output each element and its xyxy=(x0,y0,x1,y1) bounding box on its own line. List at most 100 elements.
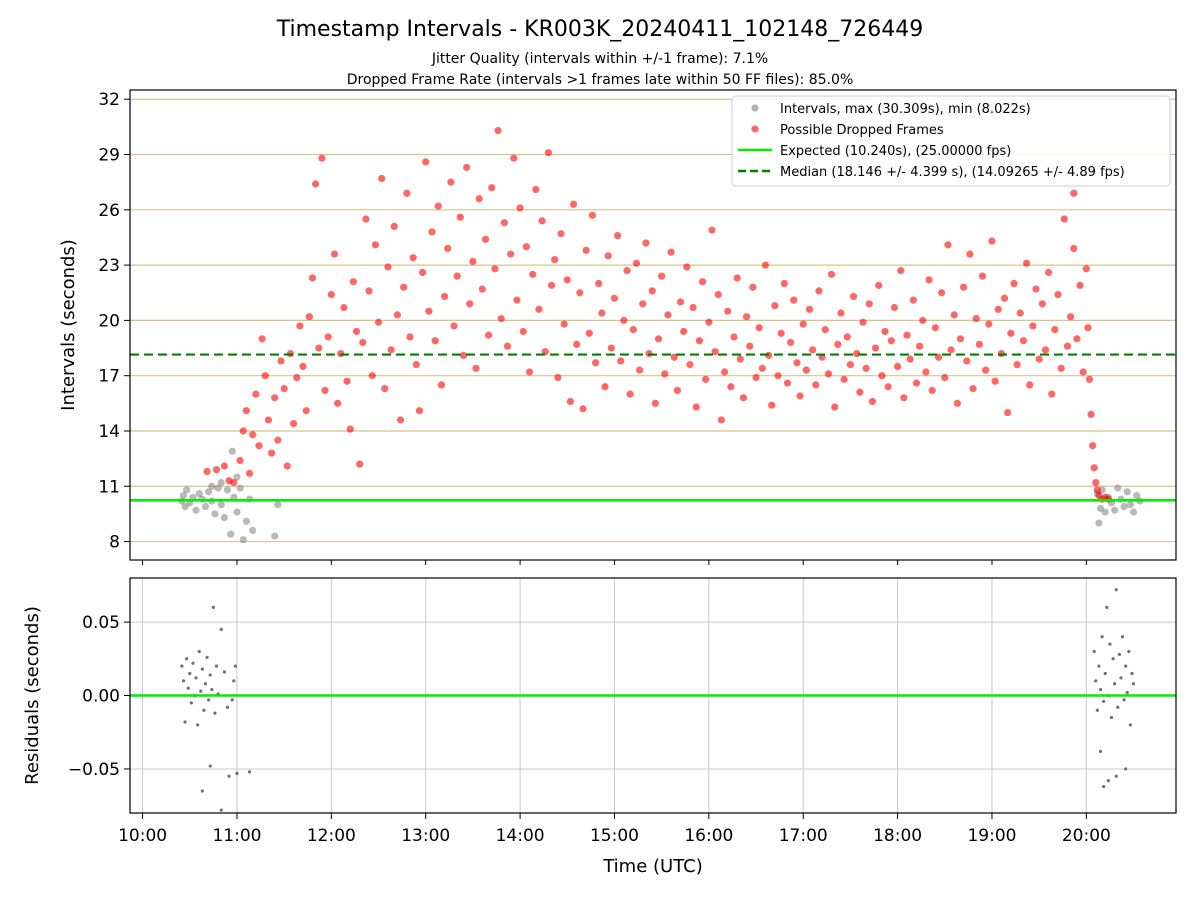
dropped-frame-point xyxy=(289,420,298,428)
dropped-frame-point xyxy=(938,289,946,297)
dropped-frame-point xyxy=(434,202,442,210)
dropped-frame-point xyxy=(274,436,282,444)
dropped-frame-point xyxy=(856,388,864,396)
dropped-frame-point xyxy=(418,268,427,277)
dropped-frame-point xyxy=(661,370,669,378)
dropped-frame-point xyxy=(566,397,575,406)
residual-point xyxy=(1116,705,1120,709)
x-tick-label: 14:00 xyxy=(496,826,545,846)
dropped-frame-point xyxy=(579,405,587,413)
residual-point xyxy=(1098,688,1103,692)
dropped-frame-point xyxy=(230,478,238,487)
dropped-frame-point xyxy=(330,250,339,258)
y-tick-label: 11 xyxy=(98,477,120,497)
interval-point xyxy=(217,478,225,487)
dropped-frame-point xyxy=(925,276,933,284)
y-axis-label-intervals: Intervals (seconds) xyxy=(58,239,79,411)
dropped-frame-point xyxy=(840,375,848,383)
dropped-frame-point xyxy=(821,326,829,334)
dropped-frame-point xyxy=(991,377,999,385)
dropped-frame-point xyxy=(988,237,996,245)
residual-point xyxy=(1131,682,1136,686)
dropped-frame-point xyxy=(463,163,471,172)
dropped-frame-point xyxy=(950,311,958,319)
dropped-frame-point xyxy=(755,324,763,332)
dropped-frame-point xyxy=(554,373,562,382)
dropped-frame-point xyxy=(519,327,527,336)
dropped-frame-point xyxy=(1082,265,1090,273)
dropped-frame-point xyxy=(516,204,524,212)
y-tick-label: 32 xyxy=(98,90,120,110)
x-tick-label: 11:00 xyxy=(212,826,261,846)
dropped-frame-point xyxy=(667,248,675,256)
dropped-frame-point xyxy=(252,390,260,398)
dropped-frame-point xyxy=(478,285,486,293)
dropped-frame-point xyxy=(919,316,927,324)
residual-point xyxy=(1130,671,1134,676)
dropped-frame-point xyxy=(777,329,785,337)
dropped-frame-point xyxy=(972,314,980,323)
dropped-frame-point xyxy=(793,359,801,367)
dropped-frame-point xyxy=(359,338,367,347)
dropped-frame-point xyxy=(796,392,804,400)
dropped-frame-point xyxy=(963,357,971,365)
x-tick-label: 13:00 xyxy=(401,826,450,846)
dropped-frame-point xyxy=(620,316,628,324)
dropped-frame-point xyxy=(733,274,741,282)
y-tick-label: 8 xyxy=(109,533,120,553)
dropped-frame-point xyxy=(415,407,424,415)
dropped-frame-point xyxy=(676,298,685,306)
dropped-frame-point xyxy=(403,189,411,197)
dropped-frame-point xyxy=(494,126,502,135)
x-tick-label: 15:00 xyxy=(590,826,639,846)
interval-point xyxy=(228,447,236,455)
dropped-frame-point xyxy=(714,290,722,299)
dropped-frame-point xyxy=(585,329,593,337)
residual-point xyxy=(214,664,219,668)
dropped-frame-point xyxy=(472,364,480,372)
dropped-frame-point xyxy=(469,257,477,266)
y-axis-label-residuals: Residuals (seconds) xyxy=(22,606,43,785)
dropped-frame-point xyxy=(560,320,568,328)
dropped-frame-point xyxy=(632,259,641,267)
dropped-frame-point xyxy=(1060,215,1068,223)
dropped-frame-point xyxy=(1090,464,1098,472)
residual-point xyxy=(235,771,239,775)
dropped-frame-point xyxy=(1057,364,1065,372)
dropped-frame-point xyxy=(614,232,622,240)
dropped-frame-point xyxy=(780,279,788,288)
dropped-frame-point xyxy=(834,340,842,348)
residual-point xyxy=(232,679,236,683)
dropped-frame-point xyxy=(846,361,855,369)
interval-point xyxy=(192,506,200,514)
dropped-frame-point xyxy=(456,213,464,221)
dropped-frame-point xyxy=(761,261,770,269)
residual-point xyxy=(219,627,223,632)
residual-point xyxy=(211,605,215,609)
dropped-frame-point xyxy=(1070,244,1078,253)
residual-point xyxy=(1113,682,1117,686)
dropped-frame-point xyxy=(387,346,395,354)
residual-point xyxy=(1114,588,1118,592)
dropped-frame-point xyxy=(510,154,518,162)
dropped-frame-point xyxy=(1067,313,1075,321)
dropped-frame-point xyxy=(1029,322,1037,330)
dropped-frame-point xyxy=(529,270,537,278)
chart-title: Timestamp Intervals - KR003K_20240411_10… xyxy=(276,17,924,42)
dropped-frame-point xyxy=(752,373,760,382)
x-tick-label: 18:00 xyxy=(873,826,922,846)
residual-point xyxy=(186,686,190,690)
residual-point xyxy=(1097,664,1101,668)
dropped-frame-point xyxy=(440,292,449,301)
dropped-frame-point xyxy=(368,372,376,380)
dropped-frame-point xyxy=(334,399,342,407)
dropped-frame-point xyxy=(466,300,474,308)
dropped-frame-point xyxy=(827,270,836,278)
dropped-frame-point xyxy=(736,355,744,363)
residual-point xyxy=(200,789,204,793)
residual-point xyxy=(1114,774,1118,778)
dropped-frame-point xyxy=(1004,408,1012,417)
dropped-frame-point xyxy=(909,296,917,304)
chart-subtitle-dropped: Dropped Frame Rate (intervals >1 frames … xyxy=(347,72,854,88)
dropped-frame-point xyxy=(277,357,285,365)
